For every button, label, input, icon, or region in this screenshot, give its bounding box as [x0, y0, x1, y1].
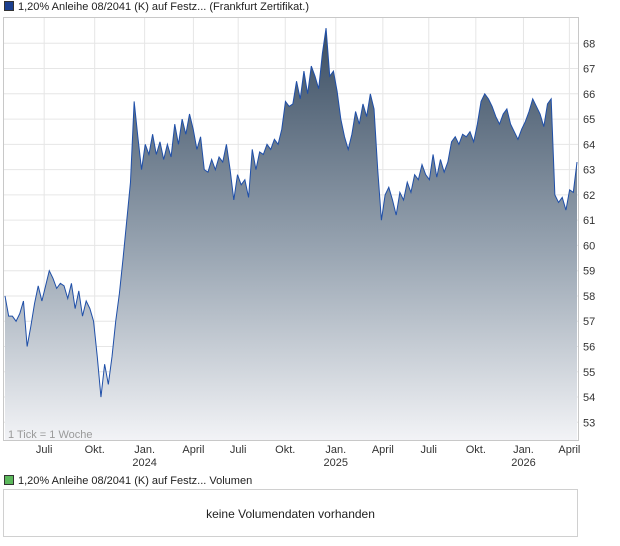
- volume-legend: 1,20% Anleihe 08/2041 (K) auf Festz... V…: [4, 475, 252, 488]
- x-tick-label: Okt.: [275, 444, 295, 456]
- y-tick-label: 54: [583, 392, 595, 404]
- volume-series-swatch: [4, 475, 14, 485]
- price-series-swatch: [4, 1, 14, 11]
- y-tick-label: 66: [583, 89, 595, 101]
- x-tick-year-label: 2024: [132, 457, 156, 469]
- volume-panel: keine Volumendaten vorhanden: [3, 489, 578, 537]
- x-tick-label: Juli: [421, 444, 438, 456]
- x-tick-label: Jan.: [325, 444, 346, 456]
- y-tick-label: 59: [583, 266, 595, 278]
- y-tick-label: 67: [583, 64, 595, 76]
- price-area: [5, 28, 577, 441]
- y-tick-label: 60: [583, 240, 595, 252]
- y-tick-label: 68: [583, 38, 595, 50]
- y-tick-label: 53: [583, 417, 595, 429]
- y-tick-label: 55: [583, 367, 595, 379]
- x-tick-label: Okt.: [466, 444, 486, 456]
- price-chart: 53 54 55 56 57 58 59 60 61 62 63 64 65 66 67 68 Juli Okt…: [3, 17, 595, 469]
- y-axis-labels: 53 54 55 56 57 58 59 60 61 62 63 64 65 66 67 68: [583, 38, 595, 429]
- x-tick-label: Okt.: [85, 444, 105, 456]
- y-tick-label: 65: [583, 114, 595, 126]
- x-tick-year-label: 2026: [511, 457, 535, 469]
- price-line: [4, 28, 578, 398]
- y-tick-label: 63: [583, 165, 595, 177]
- price-legend-label: 1,20% Anleihe 08/2041 (K) auf Festz... (…: [18, 1, 310, 13]
- x-tick-label: Jan.: [134, 444, 155, 456]
- y-tick-label: 62: [583, 190, 595, 202]
- y-tick-label: 61: [583, 215, 595, 227]
- y-tick-label: 58: [583, 291, 595, 303]
- price-legend: 1,20% Anleihe 08/2041 (K) auf Festz... (…: [4, 1, 309, 14]
- volume-empty-message: keine Volumendaten vorhanden: [206, 507, 375, 521]
- x-tick-year-label: 2025: [324, 457, 348, 469]
- volume-legend-label: 1,20% Anleihe 08/2041 (K) auf Festz... V…: [18, 475, 253, 487]
- x-tick-label: April: [182, 444, 204, 456]
- x-tick-label: Juli: [36, 444, 53, 456]
- x-tick-label: Jan.: [513, 444, 534, 456]
- y-tick-label: 64: [583, 139, 595, 151]
- x-tick-label: April: [372, 444, 394, 456]
- x-tick-label: Juli: [230, 444, 247, 456]
- tick-annotation: 1 Tick = 1 Woche: [8, 429, 92, 441]
- y-tick-label: 56: [583, 342, 595, 354]
- x-tick-label: April: [558, 444, 580, 456]
- y-tick-label: 57: [583, 316, 595, 328]
